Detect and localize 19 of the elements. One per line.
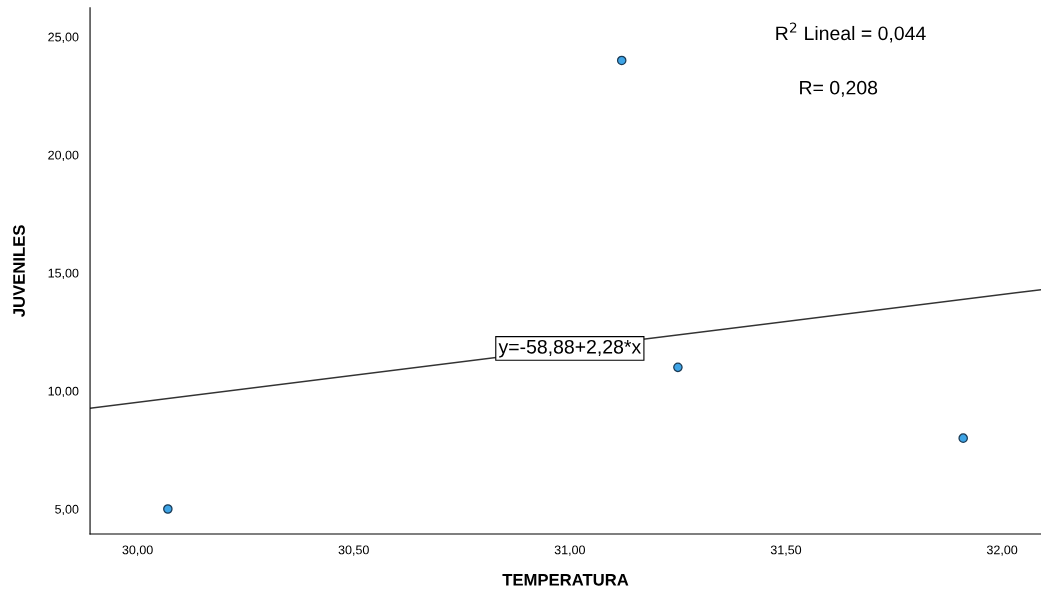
point (673, 362, 683, 373)
x-tick-label: 31,00 (554, 545, 585, 556)
y-tick-label: 20,00 (48, 150, 79, 161)
annotation: y=-58,88+2,28*x (498, 339, 641, 358)
y-tick-label: 5,00 (55, 504, 79, 516)
point (616, 55, 627, 66)
x-tick-label: 30,50 (338, 545, 369, 556)
point (163, 504, 173, 514)
annotation: R$^{2}$ Lineal = 0,044 (776, 22, 926, 43)
x-tick-label: 30,00 (122, 545, 153, 556)
y-tick-label: 25,00 (48, 32, 79, 43)
x-axis-title: TEMPERATURA (502, 574, 629, 586)
x-tick-label: 32,00 (986, 545, 1018, 556)
point (958, 433, 968, 443)
y-axis-title: JUVENILES (13, 225, 25, 317)
annotation: R= 0,208 (800, 80, 878, 97)
y-tick-label: 10,00 (48, 386, 79, 398)
x-tick-label: 31,50 (770, 545, 802, 556)
y-tick-label: 15,00 (48, 268, 79, 280)
